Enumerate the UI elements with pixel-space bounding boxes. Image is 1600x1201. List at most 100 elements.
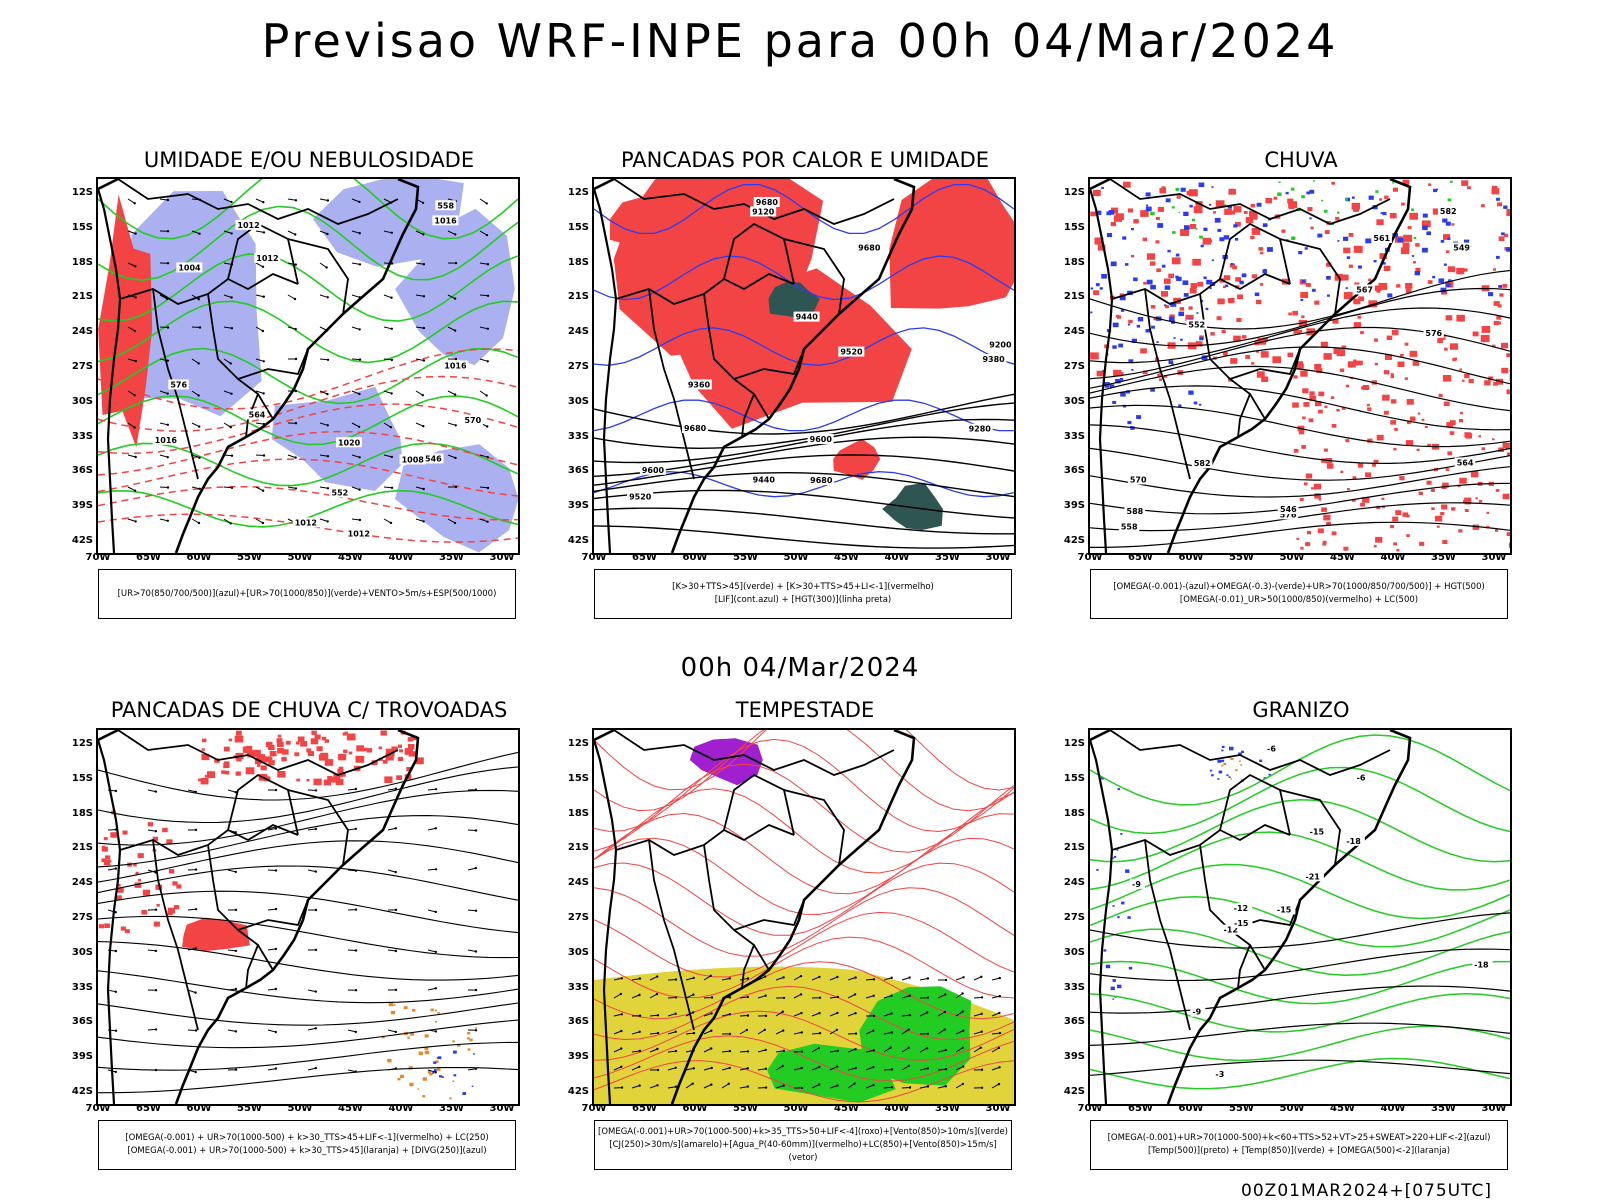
- contour-line: [98, 1020, 518, 1048]
- shaded-cell: [407, 1037, 410, 1039]
- wind-vector-head: [837, 996, 839, 998]
- shaded-cell: [1352, 197, 1355, 199]
- longitude-tick-label: 40W: [882, 1103, 912, 1114]
- country-border: [228, 775, 298, 835]
- legend-line: [LIF](cont.azul) + [HGT(300)](linha pret…: [595, 594, 1011, 607]
- wind-vector-head: [155, 1028, 157, 1030]
- shaded-cell: [1189, 306, 1193, 309]
- shaded-cell: [1401, 203, 1405, 206]
- wind-vector-head: [454, 393, 456, 395]
- latitude-tick-label: 42S: [67, 535, 93, 546]
- wind-vector-head: [890, 1012, 892, 1014]
- wind-vector: [650, 1015, 658, 1016]
- shaded-cell: [1435, 516, 1442, 522]
- shaded-cell: [162, 828, 168, 832]
- wind-vector-head: [746, 1029, 748, 1031]
- latitude-tick-label: 42S: [1059, 1086, 1085, 1097]
- shaded-cell: [1444, 402, 1450, 407]
- shaded-cell: [1257, 371, 1265, 377]
- wind-vector: [256, 231, 264, 232]
- wind-vector-head: [167, 262, 169, 264]
- wind-vector-head: [133, 426, 135, 428]
- shaded-cell: [1300, 498, 1304, 501]
- shaded-cell: [205, 775, 209, 778]
- shaded-cell: [1264, 269, 1267, 272]
- shaded-cell: [1343, 237, 1348, 241]
- shaded-cell: [419, 1052, 423, 1055]
- shaded-cell: [1318, 528, 1324, 533]
- shaded-cell: [1358, 316, 1362, 319]
- wind-vector-head: [747, 1085, 749, 1087]
- shaded-cell: [123, 831, 128, 835]
- shaded-cell: [1111, 222, 1116, 226]
- shaded-cell: [1229, 189, 1236, 195]
- shaded-cell: [1346, 385, 1349, 388]
- longitude-tick-label: 30W: [983, 1103, 1013, 1114]
- shaded-cell: [1509, 542, 1510, 548]
- wind-vector-head: [359, 358, 361, 360]
- wind-vector: [448, 423, 456, 425]
- wind-vector-head: [675, 1050, 677, 1052]
- wind-vector-head: [782, 1029, 784, 1031]
- latitude-tick-label: 27S: [67, 912, 93, 923]
- wind-vector-head: [872, 1084, 874, 1086]
- shaded-cell: [1423, 214, 1428, 218]
- wind-vector-head: [195, 1029, 197, 1031]
- wind-vector-head: [435, 911, 437, 913]
- shaded-cell: [1428, 280, 1433, 284]
- wind-vector-head: [783, 1050, 785, 1052]
- shaded-cell: [1235, 769, 1238, 771]
- wind-vector-head: [134, 520, 136, 522]
- shaded-cell: [1093, 290, 1099, 295]
- shaded-cell: [1224, 275, 1230, 280]
- shaded-cell: [1180, 229, 1189, 236]
- shaded-cell: [125, 929, 130, 933]
- shaded-cell: [1211, 774, 1214, 776]
- shaded-cell: [1250, 236, 1254, 239]
- shaded-cell: [409, 1083, 413, 1087]
- wind-vector-head: [390, 297, 392, 299]
- wind-vector-head: [359, 232, 361, 234]
- shaded-cell: [1292, 402, 1299, 407]
- shaded-cell: [1221, 765, 1223, 767]
- wind-vector-head: [315, 1027, 317, 1029]
- shaded-cell: [1321, 507, 1327, 512]
- shaded-cell: [449, 1097, 451, 1099]
- shaded-cell: [99, 924, 104, 928]
- shaded-cell: [1219, 237, 1224, 241]
- shaded-cell: [1437, 339, 1443, 344]
- wind-vector-head: [819, 1032, 821, 1034]
- wind-vector-head: [818, 1012, 820, 1014]
- wind-vector-head: [999, 1032, 1001, 1034]
- shaded-cell: [1289, 205, 1295, 209]
- wind-vector-head: [230, 232, 232, 234]
- shaded-cell: [1300, 371, 1307, 377]
- shaded-cell: [1374, 260, 1377, 262]
- longitude-tick-label: 35W: [437, 552, 467, 563]
- shaded-cell: [1120, 833, 1122, 835]
- wind-vector-head: [391, 487, 393, 489]
- shaded-cell: [1507, 389, 1511, 394]
- shaded-cell: [1143, 238, 1147, 242]
- longitude-tick-label: 30W: [487, 1103, 517, 1114]
- shaded-cell: [1387, 293, 1392, 297]
- latitude-tick-label: 18S: [563, 808, 589, 819]
- shaded-cell: [1122, 236, 1126, 239]
- shaded-cell: [1224, 209, 1232, 215]
- shaded-cell: [345, 732, 348, 735]
- contour-label: -6: [1267, 745, 1276, 754]
- wind-vector-head: [391, 328, 393, 330]
- shaded-cell: [1326, 276, 1331, 280]
- shaded-cell: [1225, 285, 1228, 287]
- shaded-cell: [412, 1009, 415, 1012]
- wind-vector-head: [423, 295, 425, 297]
- wind-vector: [884, 1070, 892, 1071]
- latitude-tick-label: 27S: [563, 912, 589, 923]
- shaded-cell: [1111, 262, 1117, 267]
- wind-vector-head: [818, 1083, 820, 1085]
- shaded-cell: [1403, 243, 1410, 249]
- latitude-tick-label: 12S: [563, 738, 589, 749]
- longitude-tick-label: 45W: [1328, 1103, 1358, 1114]
- shaded-cell: [1302, 280, 1305, 283]
- wind-vector-head: [926, 1011, 928, 1013]
